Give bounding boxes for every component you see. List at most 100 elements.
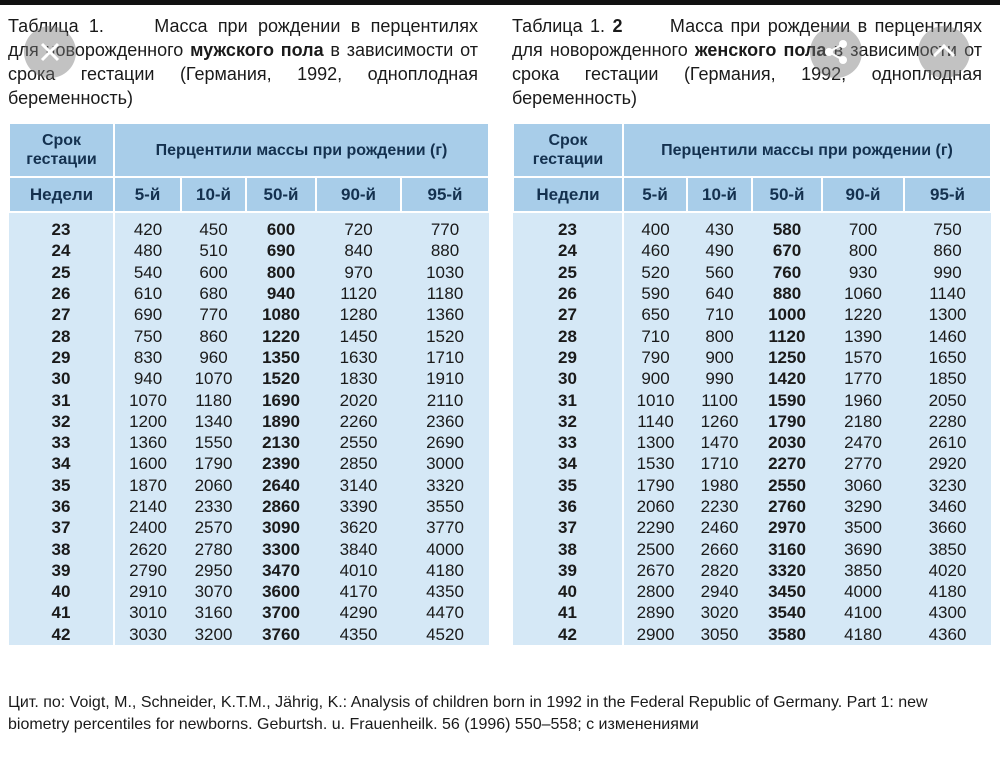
table-cell: 2640 <box>246 474 316 496</box>
table-cell: 2290 <box>623 517 687 539</box>
table-cell: 2330 <box>181 495 246 518</box>
table-cell: 2970 <box>752 517 822 539</box>
table-row: 35 1870 2060 2640 3140 3320 <box>9 474 489 496</box>
table-cell: 34 <box>9 453 115 475</box>
table-cell: 2060 <box>181 474 246 496</box>
table-cell: 3160 <box>181 602 246 624</box>
table-cell: 26 <box>9 282 115 305</box>
table-cell: 33 <box>9 431 115 454</box>
table-row: 29 790 900 1250 1570 1650 <box>513 346 991 369</box>
caption-text: в зависимости от срока гестации (Германи… <box>512 40 982 108</box>
table-cell: 4180 <box>401 559 489 582</box>
table-cell: 3020 <box>687 602 752 624</box>
table-cell: 3070 <box>181 581 246 603</box>
table-cell: 35 <box>9 474 115 496</box>
table-row: 37 2400 2570 3090 3620 3770 <box>9 517 489 539</box>
table-cell: 25 <box>513 261 624 283</box>
table-cell: 880 <box>752 282 822 305</box>
more-button[interactable] <box>918 26 970 78</box>
table-cell: 4520 <box>401 623 489 645</box>
table-cell: 700 <box>822 212 904 241</box>
table-cell: 4180 <box>904 581 991 603</box>
table-cell: 3460 <box>904 495 991 518</box>
table-cell: 24 <box>513 240 624 262</box>
table-cell: 1790 <box>752 410 822 432</box>
table-row: 33 1300 1470 2030 2470 2610 <box>513 431 991 454</box>
table-row: 35 1790 1980 2550 3060 3230 <box>513 474 991 496</box>
table-cell: 1980 <box>687 474 752 496</box>
table-cell: 1350 <box>246 346 316 369</box>
table-cell: 3290 <box>822 495 904 518</box>
caption-label: Таблица 1. <box>512 16 606 36</box>
table-cell: 2670 <box>623 559 687 582</box>
table-cell: 2390 <box>246 453 316 475</box>
table-cell: 1890 <box>246 410 316 432</box>
header-row: Недели 5-й 10-й 50-й 90-й 95-й <box>8 176 490 213</box>
table-cell: 1140 <box>904 282 991 305</box>
close-button[interactable] <box>24 26 76 78</box>
header-cell: 10-й <box>180 176 247 213</box>
table-cell: 1200 <box>114 410 181 432</box>
table-cell: 650 <box>623 304 687 326</box>
table-cell: 2570 <box>181 517 246 539</box>
table-cell: 1300 <box>904 304 991 326</box>
table-cell: 4360 <box>904 623 991 645</box>
more-icon <box>932 43 956 58</box>
table-cell: 1360 <box>401 304 489 326</box>
table-cell: 34 <box>513 453 624 475</box>
table-cell: 520 <box>623 261 687 283</box>
table-cell: 1120 <box>752 325 822 347</box>
table-cell: 3090 <box>246 517 316 539</box>
table-cell: 1470 <box>687 431 752 454</box>
table-cell: 960 <box>181 346 246 369</box>
table-cell: 29 <box>513 346 624 369</box>
table-cell: 1790 <box>623 474 687 496</box>
table-row: 27 650 710 1000 1220 1300 <box>513 304 991 326</box>
table-row: 41 2890 3020 3540 4100 4300 <box>513 602 991 624</box>
table-cell: 31 <box>9 389 115 411</box>
table-cell: 3550 <box>401 495 489 518</box>
table-cell: 2020 <box>316 389 401 411</box>
table-cell: 1420 <box>752 368 822 390</box>
table-cell: 27 <box>9 304 115 326</box>
table-row: 25 520 560 760 930 990 <box>513 261 991 283</box>
table-cell: 1520 <box>246 368 316 390</box>
table-cell: 30 <box>9 368 115 390</box>
table: Срок гестации Перцентили массы при рожден… <box>8 122 490 645</box>
table-cell: 4000 <box>401 538 489 560</box>
table-cell: 23 <box>9 212 115 241</box>
table-cell: 3690 <box>822 538 904 560</box>
table-cell: 1710 <box>687 453 752 475</box>
caption-bold: мужского пола <box>190 40 324 60</box>
table-cell: 3050 <box>687 623 752 645</box>
table-cell: 40 <box>9 581 115 603</box>
table-cell: 37 <box>9 517 115 539</box>
table-row: 34 1530 1710 2270 2770 2920 <box>513 453 991 475</box>
table-cell: 400 <box>623 212 687 241</box>
table-cell: 2550 <box>752 474 822 496</box>
table-cell: 2770 <box>822 453 904 475</box>
table-cell: 4100 <box>822 602 904 624</box>
header-cell: 95-й <box>903 176 992 213</box>
table-cell: 36 <box>513 495 624 518</box>
table-cell: 1910 <box>401 368 489 390</box>
table-cell: 690 <box>246 240 316 262</box>
table-cell: 2460 <box>687 517 752 539</box>
table-cell: 27 <box>513 304 624 326</box>
table-row: 26 590 640 880 1060 1140 <box>513 282 991 305</box>
caption-text: Масса при рождении в перцентилях для нов… <box>512 16 982 60</box>
table-cell: 1340 <box>181 410 246 432</box>
header-cell: 5-й <box>113 176 182 213</box>
table-cell: 1850 <box>904 368 991 390</box>
table-cell: 460 <box>623 240 687 262</box>
footnote: Цит. по: Voigt, M., Schneider, K.T.M., J… <box>8 694 928 733</box>
table-cell: 23 <box>513 212 624 241</box>
status-bar <box>0 0 1000 5</box>
table-row: 33 1360 1550 2130 2550 2690 <box>9 431 489 454</box>
table-cell: 3030 <box>114 623 181 645</box>
share-button[interactable] <box>810 26 862 78</box>
table-cell: 1960 <box>822 389 904 411</box>
table-cell: 710 <box>687 304 752 326</box>
table-cell: 3160 <box>752 538 822 560</box>
